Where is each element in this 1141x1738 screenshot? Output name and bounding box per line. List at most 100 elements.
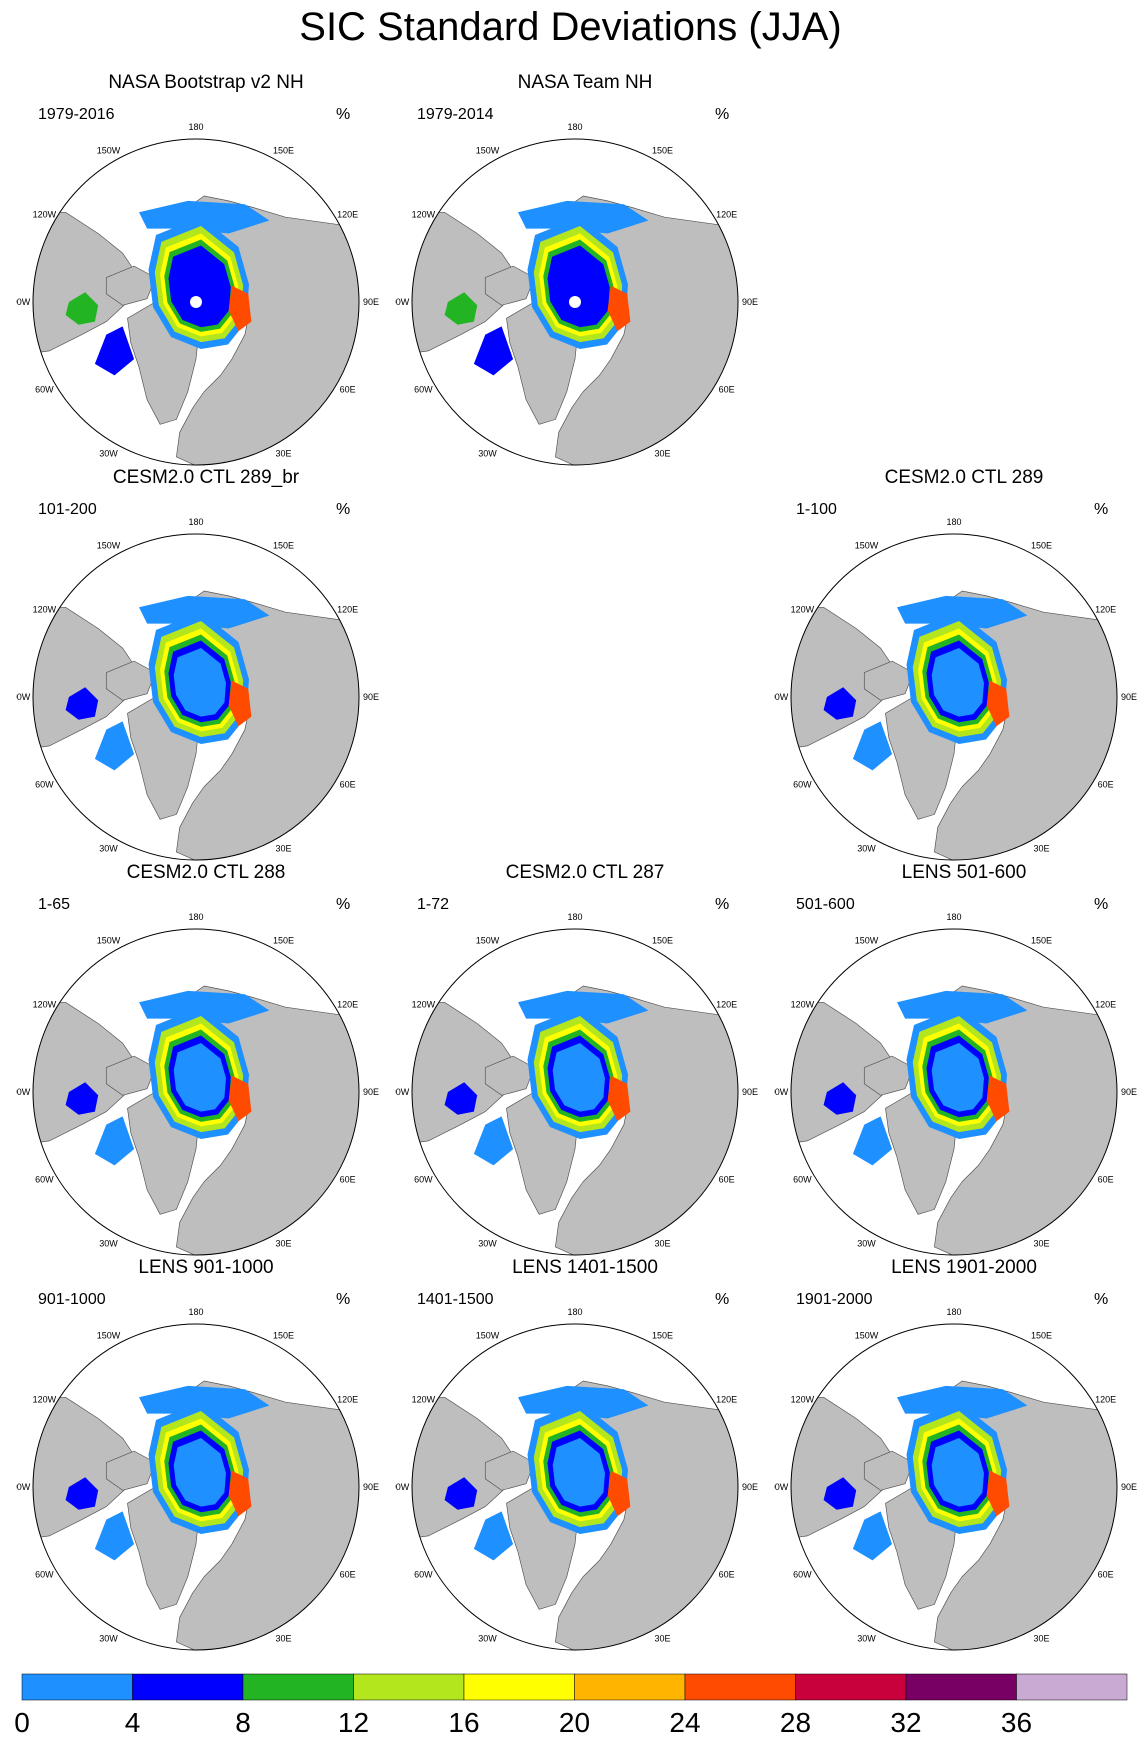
map-panel-ctl289br: 180150E120E90E60E30E030W60W90W120W150WCE… <box>16 467 396 867</box>
map-boundary <box>32 1323 360 1651</box>
polar-map: 180150E120E90E60E30E030W60W90W120W150W <box>16 122 379 466</box>
sea-ice-hudson <box>823 1082 857 1115</box>
panel-title: NASA Team NH <box>517 72 653 93</box>
sea-ice-shelf <box>139 595 270 629</box>
panel-units: % <box>336 896 351 913</box>
longitude-label: 90W <box>774 692 789 702</box>
map-boundary <box>411 1323 739 1651</box>
longitude-label: 90E <box>1121 1087 1137 1097</box>
longitude-label: 90E <box>1121 692 1137 702</box>
sea-ice-baffin <box>94 721 135 771</box>
longitude-label: 120W <box>791 1000 815 1010</box>
panel-period: 901-1000 <box>38 1291 106 1308</box>
longitude-label: 120E <box>337 605 358 615</box>
panel-period: 501-600 <box>796 896 855 913</box>
longitude-label: 60E <box>340 1175 356 1185</box>
longitude-label: 120E <box>716 1395 737 1405</box>
panel-period: 1-100 <box>796 501 837 518</box>
longitude-label: 60W <box>35 1175 54 1185</box>
longitude-label: 90E <box>742 297 758 307</box>
panel-title: LENS 1401-1500 <box>512 1257 658 1278</box>
longitude-label: 60E <box>1098 1570 1114 1580</box>
longitude-label: 60E <box>719 385 735 395</box>
longitude-label: 150E <box>652 1330 673 1340</box>
longitude-label: 180 <box>188 517 203 527</box>
longitude-label: 30W <box>99 1239 118 1249</box>
longitude-label: 90E <box>363 1482 379 1492</box>
polar-map: 180150E120E90E60E30E030W60W90W120W150W <box>16 1307 379 1651</box>
longitude-label: 30W <box>857 1239 876 1249</box>
longitude-label: 180 <box>188 122 203 132</box>
sic-high-variability <box>607 285 631 332</box>
longitude-label: 60W <box>414 1570 433 1580</box>
longitude-label: 60E <box>1098 780 1114 790</box>
panel-period: 1901-2000 <box>796 1291 873 1308</box>
sic-high-variability <box>986 680 1010 727</box>
sea-ice-hudson <box>65 1477 99 1510</box>
longitude-label: 120W <box>412 210 436 220</box>
colorbar-segment <box>574 1673 686 1701</box>
map-panel-team: 180150E120E90E60E30E030W60W90W120W150WNA… <box>395 72 775 472</box>
longitude-label: 60W <box>793 780 812 790</box>
longitude-label: 30W <box>857 844 876 854</box>
sic-contour <box>931 1043 984 1112</box>
longitude-label: 90W <box>16 692 31 702</box>
colorbar-tick-label: 32 <box>890 1707 921 1738</box>
sea-ice-shelf <box>897 595 1028 629</box>
longitude-label: 150E <box>1031 540 1052 550</box>
sea-ice-baffin <box>94 326 135 376</box>
longitude-label: 60W <box>35 385 54 395</box>
longitude-label: 150W <box>476 145 500 155</box>
longitude-label: 30E <box>275 1239 291 1249</box>
longitude-label: 90W <box>16 297 31 307</box>
sic-high-variability <box>986 1470 1010 1517</box>
sea-ice-shelf <box>139 200 270 234</box>
colorbar-tick-label: 20 <box>559 1707 590 1738</box>
panel-units: % <box>336 1291 351 1308</box>
map-panel-lens901: 180150E120E90E60E30E030W60W90W120W150WLE… <box>16 1257 396 1657</box>
map-boundary <box>32 533 360 861</box>
panel-period: 1979-2014 <box>417 106 494 123</box>
longitude-label: 180 <box>946 1307 961 1317</box>
panel-title: CESM2.0 CTL 289 <box>884 467 1044 488</box>
longitude-label: 150W <box>476 1330 500 1340</box>
longitude-label: 30W <box>478 1634 497 1644</box>
longitude-label: 30E <box>654 1239 670 1249</box>
pole-hole <box>569 296 581 308</box>
longitude-label: 180 <box>946 517 961 527</box>
sea-ice-hudson <box>823 1477 857 1510</box>
longitude-label: 150E <box>1031 1330 1052 1340</box>
land-mass <box>105 1055 156 1096</box>
main-title: SIC Standard Deviations (JJA) <box>299 5 842 49</box>
sea-ice-hudson <box>823 687 857 720</box>
longitude-label: 60W <box>793 1175 812 1185</box>
map-boundary <box>790 533 1118 861</box>
longitude-label: 120E <box>337 1000 358 1010</box>
panel-title: CESM2.0 CTL 288 <box>126 862 286 883</box>
longitude-label: 60E <box>719 1570 735 1580</box>
panel-units: % <box>715 106 730 123</box>
sea-ice-hudson <box>65 292 99 325</box>
sea-ice-hudson <box>444 292 478 325</box>
longitude-label: 30E <box>1033 1634 1049 1644</box>
colorbar-segment <box>463 1673 575 1701</box>
longitude-label: 150E <box>273 1330 294 1340</box>
sic-contour <box>173 648 226 717</box>
longitude-label: 30W <box>478 449 497 459</box>
longitude-label: 120E <box>1095 1395 1116 1405</box>
colorbar-tick-label: 12 <box>338 1707 369 1738</box>
sea-ice-baffin <box>473 326 514 376</box>
longitude-label: 150W <box>476 935 500 945</box>
longitude-label: 150E <box>652 935 673 945</box>
sea-ice-baffin <box>94 1511 135 1561</box>
colorbar-segment <box>132 1673 244 1701</box>
longitude-label: 150W <box>855 1330 879 1340</box>
longitude-label: 150W <box>97 540 121 550</box>
longitude-label: 90W <box>16 1087 31 1097</box>
sea-ice-shelf <box>897 1385 1028 1419</box>
colorbar-tick-label: 36 <box>1001 1707 1032 1738</box>
sea-ice-shelf <box>139 990 270 1024</box>
sea-ice-baffin <box>473 1116 514 1166</box>
longitude-label: 120E <box>1095 1000 1116 1010</box>
land-mass <box>105 660 156 701</box>
